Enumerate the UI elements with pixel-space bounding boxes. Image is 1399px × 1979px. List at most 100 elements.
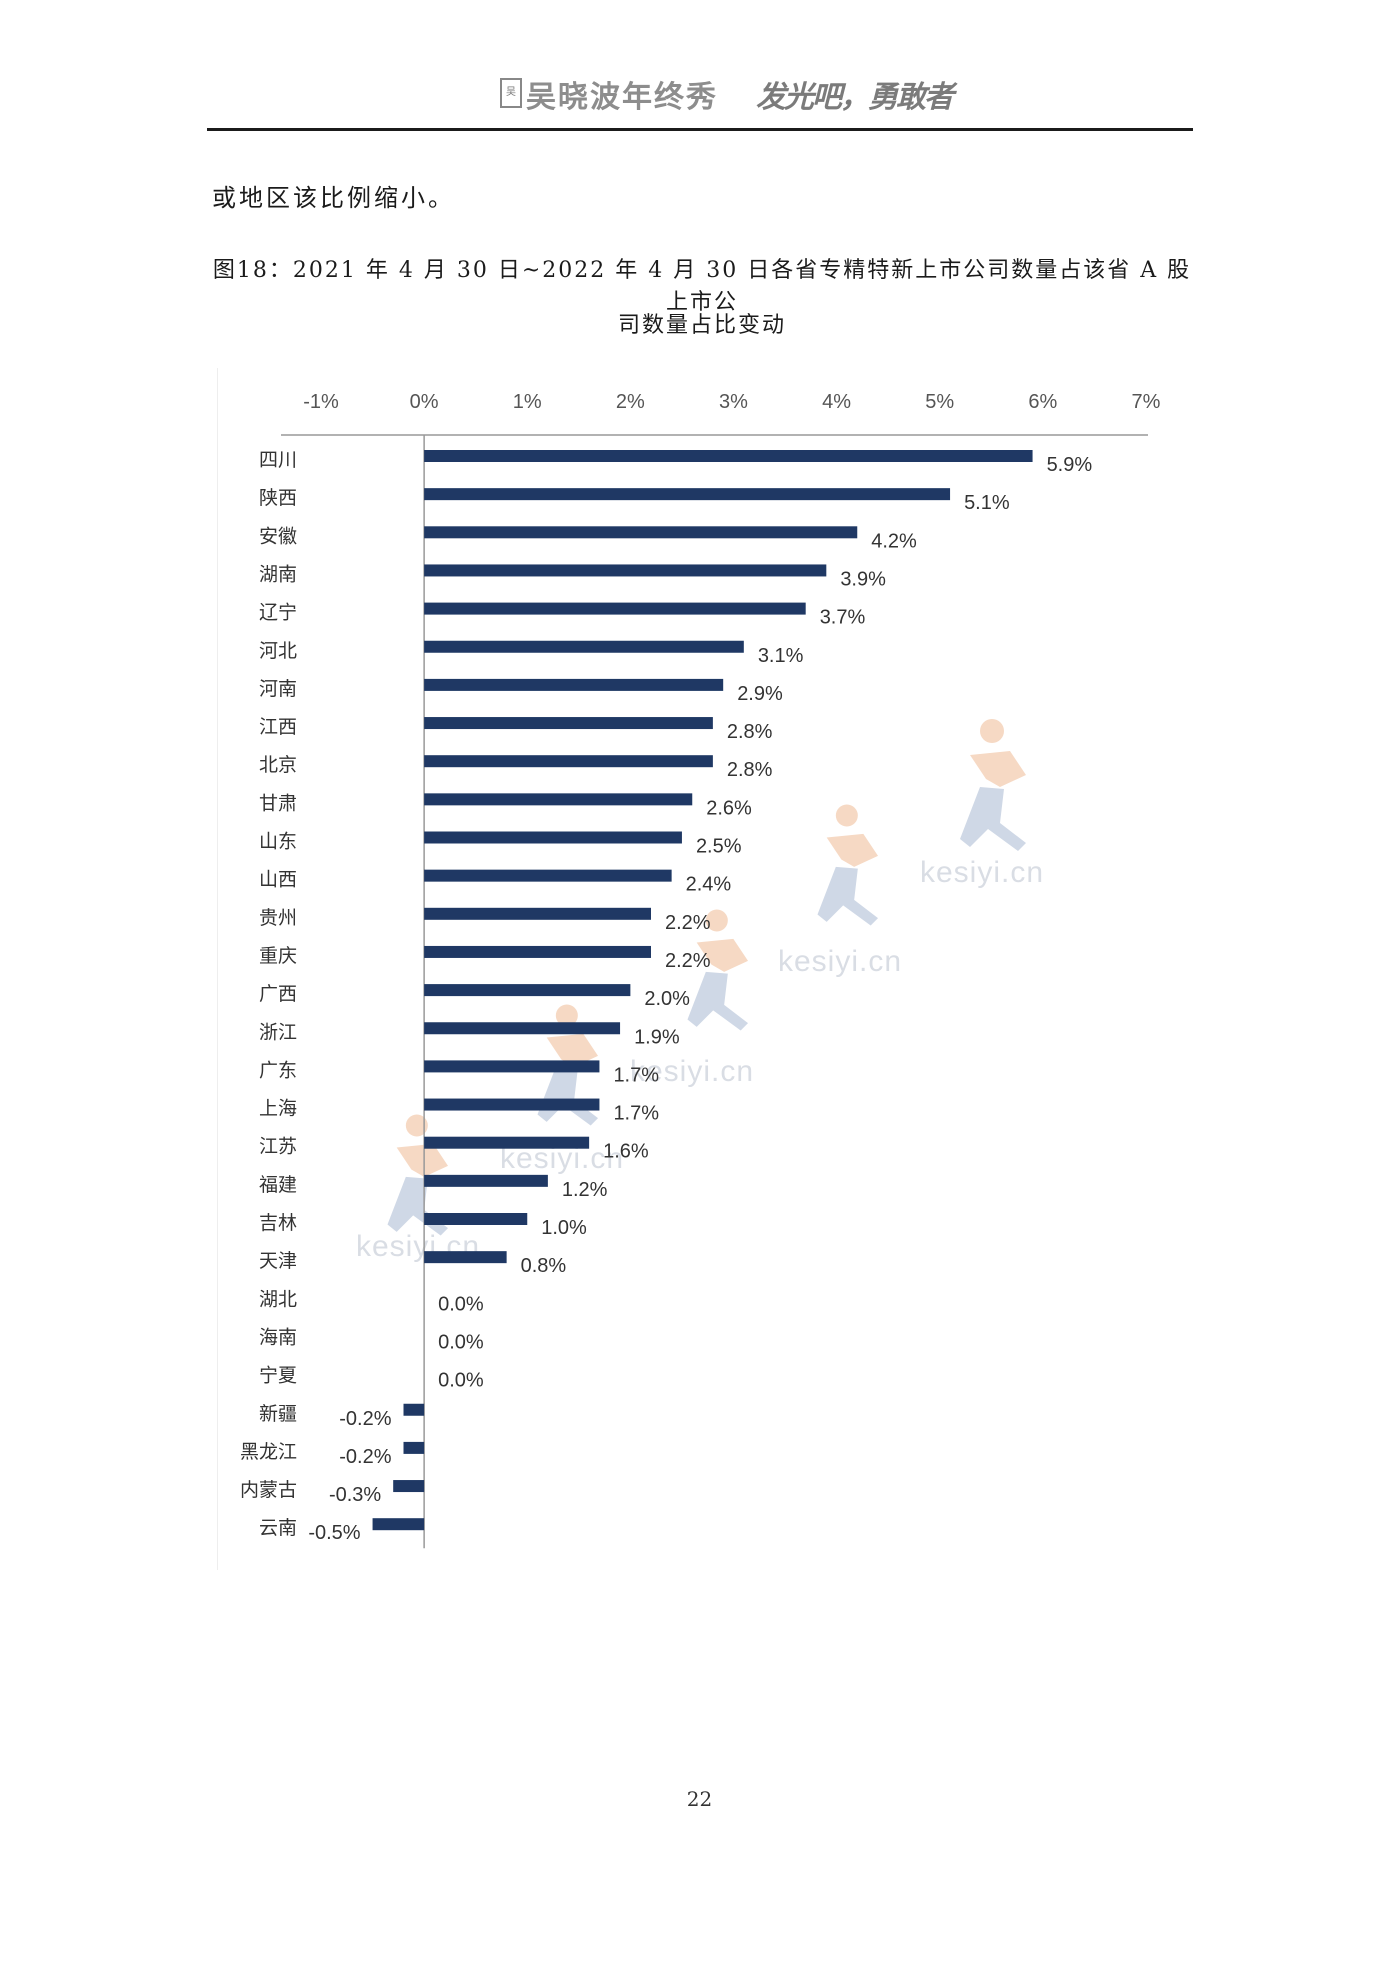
- bar: [403, 1403, 425, 1416]
- x-tick-label: 5%: [925, 391, 954, 413]
- data-label: 2.0%: [644, 988, 690, 1010]
- watermark-runner-icon: [537, 1004, 598, 1126]
- category-label: 海南: [259, 1326, 297, 1348]
- data-label: 0.0%: [438, 1293, 484, 1315]
- data-label: 0.0%: [438, 1370, 484, 1392]
- x-tick-label: 4%: [822, 391, 851, 413]
- chart-left-border: [217, 368, 218, 1570]
- category-label: 湖南: [259, 563, 297, 585]
- data-label: 4.2%: [871, 530, 917, 552]
- bar: [424, 945, 651, 958]
- bar: [372, 1518, 425, 1531]
- bar: [424, 602, 806, 615]
- data-label: 0.8%: [521, 1255, 567, 1277]
- data-label: 1.0%: [541, 1217, 587, 1239]
- category-label: 河北: [259, 640, 297, 662]
- data-label: 3.7%: [820, 607, 866, 629]
- data-label: 1.7%: [613, 1064, 659, 1086]
- data-label: -0.2%: [339, 1408, 391, 1430]
- header-slogan: 发光吧，勇敢者: [756, 80, 954, 115]
- brand-logo-icon: 吴: [500, 78, 522, 108]
- x-tick-label: -1%: [303, 391, 339, 413]
- bar: [424, 1098, 600, 1111]
- body-paragraph: 或地区该比例缩小。: [212, 184, 455, 212]
- data-label: 2.9%: [737, 683, 783, 705]
- watermark-runner-icon: [817, 804, 878, 926]
- data-label: 5.1%: [964, 492, 1010, 514]
- page-header: 吴 吴晓波年终秀 发光吧，勇敢者: [0, 60, 1399, 120]
- data-label: 5.9%: [1047, 454, 1093, 476]
- category-label: 宁夏: [259, 1365, 297, 1387]
- header-title: 吴晓波年终秀: [526, 80, 718, 115]
- bar: [424, 907, 651, 920]
- data-label: -0.2%: [339, 1446, 391, 1468]
- category-label: 山西: [259, 869, 297, 891]
- bar: [424, 640, 744, 653]
- watermark-runner-icon: [687, 909, 748, 1031]
- bar: [424, 869, 672, 882]
- data-label: 2.6%: [706, 797, 752, 819]
- bar: [424, 755, 713, 768]
- category-label: 福建: [259, 1174, 297, 1196]
- bar: [424, 678, 724, 691]
- data-label: 1.2%: [562, 1179, 608, 1201]
- figure-title-line1: 图18：2021 年 4 月 30 日~2022 年 4 月 30 日各省专精特…: [212, 258, 1192, 315]
- data-label: 1.6%: [603, 1141, 649, 1163]
- category-label: 广西: [259, 983, 297, 1005]
- category-label: 广东: [259, 1059, 297, 1081]
- bar: [424, 793, 693, 806]
- bar: [424, 1022, 621, 1035]
- bar: [424, 1060, 600, 1073]
- data-label: 2.8%: [727, 759, 773, 781]
- x-tick-label: 6%: [1028, 391, 1057, 413]
- bar: [424, 564, 827, 577]
- category-label: 内蒙古: [240, 1479, 297, 1501]
- bar: [424, 1136, 590, 1149]
- category-label: 云南: [259, 1517, 297, 1539]
- data-label: 3.1%: [758, 645, 804, 667]
- bar: [424, 1251, 507, 1264]
- category-label: 上海: [259, 1098, 297, 1120]
- category-label: 辽宁: [259, 602, 297, 624]
- bar: [424, 526, 858, 539]
- category-label: 天津: [259, 1250, 297, 1272]
- category-label: 新疆: [259, 1403, 297, 1425]
- watermark-text: kesiyi.cn: [778, 945, 903, 978]
- category-label: 江西: [259, 716, 297, 738]
- x-tick-label: 7%: [1132, 391, 1161, 413]
- x-tick-label: 2%: [616, 391, 645, 413]
- bar: [424, 450, 1033, 462]
- bar: [424, 1174, 548, 1187]
- data-label: -0.3%: [329, 1484, 381, 1506]
- bar: [393, 1480, 425, 1493]
- category-label: 湖北: [259, 1288, 297, 1310]
- data-label: -0.5%: [308, 1522, 360, 1544]
- bar: [424, 831, 682, 844]
- data-label: 1.7%: [613, 1103, 659, 1125]
- category-label: 江苏: [259, 1136, 297, 1158]
- category-label: 河南: [259, 678, 297, 700]
- watermark-text: kesiyi.cn: [920, 856, 1045, 889]
- header-rule: [207, 128, 1193, 131]
- data-label: 2.5%: [696, 836, 742, 858]
- category-label: 四川: [259, 449, 297, 471]
- bar: [424, 1213, 528, 1225]
- watermark-runner-icon: [960, 719, 1026, 851]
- category-label: 甘肃: [259, 792, 297, 814]
- bar: [424, 717, 713, 730]
- category-label: 安徽: [259, 525, 297, 547]
- category-label: 贵州: [259, 907, 297, 929]
- data-label: 2.2%: [665, 950, 711, 972]
- category-label: 北京: [259, 754, 297, 776]
- data-label: 2.4%: [686, 874, 732, 896]
- category-label: 吉林: [259, 1212, 297, 1234]
- page-number: 22: [686, 1787, 713, 1811]
- category-label: 浙江: [259, 1021, 297, 1043]
- data-label: 3.9%: [840, 568, 886, 590]
- x-tick-label: 3%: [719, 391, 748, 413]
- x-tick-label: 1%: [513, 391, 542, 413]
- x-tick-label: 0%: [410, 391, 439, 413]
- bar: [403, 1441, 425, 1454]
- watermark-text: kesiyi.cn: [630, 1055, 755, 1088]
